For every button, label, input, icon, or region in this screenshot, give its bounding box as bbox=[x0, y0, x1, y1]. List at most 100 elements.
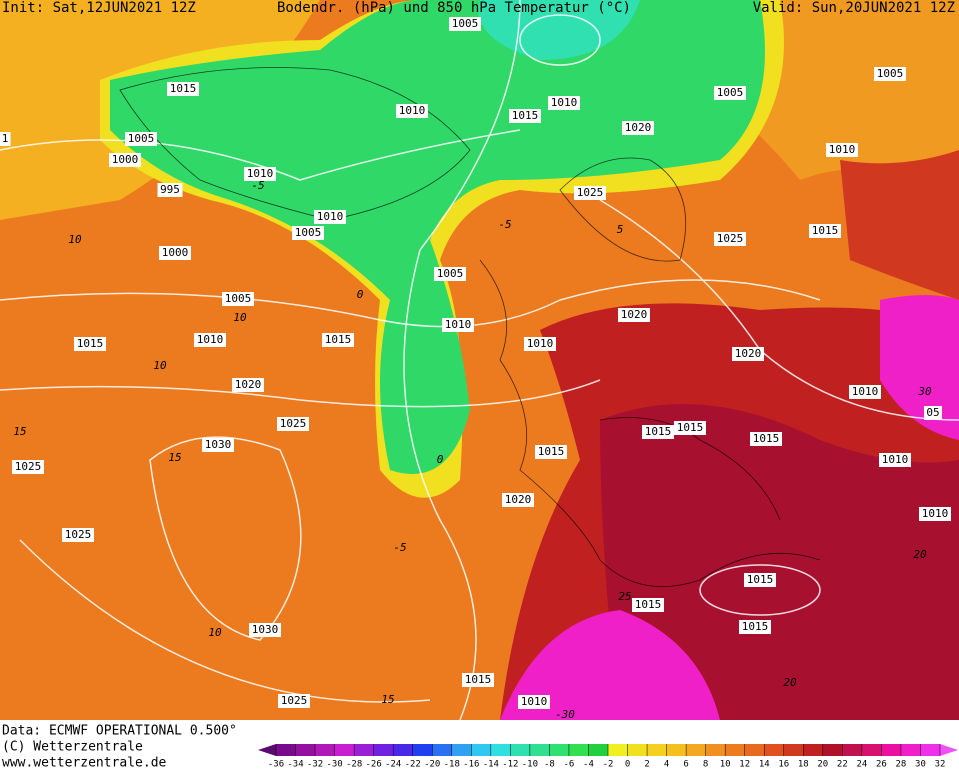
website: www.wetterzentrale.de bbox=[2, 756, 167, 770]
colorbar-cell bbox=[920, 744, 940, 756]
data-source: Data: ECMWF OPERATIONAL 0.500° bbox=[2, 724, 237, 739]
isobar-label: 1020 bbox=[505, 493, 532, 506]
isobar-label: 1010 bbox=[551, 96, 578, 109]
temperature-label: 15 bbox=[381, 693, 394, 706]
isobar-label: 1005 bbox=[295, 226, 322, 239]
isobar-label-box bbox=[292, 226, 324, 240]
isobar-label: 1 bbox=[2, 132, 9, 145]
colorbar-label: 32 bbox=[935, 760, 946, 770]
colorbar-label: 14 bbox=[759, 760, 770, 770]
isobar-label-box bbox=[167, 82, 199, 96]
colorbar-cell bbox=[568, 744, 589, 756]
colorbar-cell bbox=[725, 744, 745, 756]
isobar-label-box bbox=[574, 186, 606, 200]
colorbar-label: -34 bbox=[287, 760, 303, 770]
map-title: Bodendr. (hPa) und 850 hPa Temperatur (°… bbox=[277, 0, 631, 16]
colorbar-label: 30 bbox=[915, 760, 926, 770]
isobar-label-box bbox=[462, 673, 494, 687]
colorbar-cell bbox=[764, 744, 784, 756]
isobar-label: 1005 bbox=[877, 67, 904, 80]
isobar-label-box bbox=[502, 493, 534, 507]
colorbar-label: -8 bbox=[544, 760, 555, 770]
colorbar-cell bbox=[705, 744, 726, 756]
temperature-label: -5 bbox=[393, 541, 406, 554]
isobar-label: 1025 bbox=[15, 460, 42, 473]
isobar-label-box bbox=[919, 507, 951, 521]
isobar-label-box bbox=[12, 460, 44, 474]
temperature-label: 25 bbox=[618, 590, 631, 603]
isobar-label: 1025 bbox=[577, 186, 604, 199]
isobar-label: 995 bbox=[160, 183, 180, 196]
colorbar-label: -26 bbox=[366, 760, 382, 770]
isobar-label: 05 bbox=[926, 406, 939, 419]
isobar-label: 1015 bbox=[512, 109, 539, 122]
colorbar-cell bbox=[822, 744, 843, 756]
isobar-label: 1010 bbox=[829, 143, 856, 156]
colorbar-cell bbox=[627, 744, 648, 756]
temperature-label: 10 bbox=[153, 359, 167, 372]
colorbar-cell bbox=[295, 744, 316, 756]
colorbar-label: -36 bbox=[268, 760, 284, 770]
isobar-label-box bbox=[157, 183, 183, 197]
isobar-label-box bbox=[622, 121, 654, 135]
colorbar-label: 0 bbox=[625, 760, 630, 770]
colorbar-label: -32 bbox=[307, 760, 323, 770]
colorbar-cell bbox=[510, 744, 530, 756]
colorbar-label: -30 bbox=[326, 760, 342, 770]
temperature-label: 30 bbox=[917, 385, 932, 398]
temperature-label: 20 bbox=[913, 548, 927, 561]
isobar-label-box bbox=[249, 623, 281, 637]
temperature-label: 0 bbox=[357, 288, 364, 301]
colorbar-label: 6 bbox=[683, 760, 688, 770]
isobar-label: 1025 bbox=[280, 417, 307, 430]
isobar-label: 1015 bbox=[635, 598, 662, 611]
colorbar-end bbox=[258, 744, 276, 756]
colorbar-cell bbox=[549, 744, 569, 756]
isobar-label-box bbox=[674, 421, 706, 435]
isobar-label-box bbox=[750, 432, 782, 446]
isobar-label-box bbox=[714, 86, 746, 100]
isobar-label-box bbox=[548, 96, 580, 110]
isobar-label-box bbox=[826, 143, 858, 157]
colorbar-label: 24 bbox=[856, 760, 867, 770]
isobar-label-box bbox=[109, 153, 141, 167]
colorbar-cell bbox=[354, 744, 374, 756]
temperature-label: -5 bbox=[498, 218, 511, 231]
isobar-label: 1015 bbox=[325, 333, 352, 346]
colorbar-label: 2 bbox=[644, 760, 649, 770]
isobar-label-box bbox=[442, 318, 474, 332]
isobar-label: 1010 bbox=[521, 695, 548, 708]
isobar-label-box bbox=[518, 695, 550, 709]
isobar-label: 1010 bbox=[527, 337, 554, 350]
colorbar-cell bbox=[666, 744, 687, 756]
colorbar-label: 4 bbox=[664, 760, 669, 770]
colorbar-cell bbox=[412, 744, 433, 756]
isobar-label: 1015 bbox=[538, 445, 565, 458]
colorbar-label: 12 bbox=[739, 760, 750, 770]
isobar-label-box bbox=[924, 406, 942, 420]
isobar-label-box bbox=[618, 308, 650, 322]
colorbar-label: 10 bbox=[720, 760, 731, 770]
isobar-label: 1015 bbox=[465, 673, 492, 686]
isobar-label-box bbox=[314, 210, 346, 224]
colorbar-cell bbox=[861, 744, 882, 756]
isobar-label: 1010 bbox=[197, 333, 224, 346]
temperature-label: 10 bbox=[208, 626, 222, 639]
colorbar-label: -12 bbox=[502, 760, 518, 770]
temperature-label: 5 bbox=[617, 223, 624, 236]
colorbar-cell bbox=[490, 744, 511, 756]
colorbar-label: -10 bbox=[522, 760, 538, 770]
colorbar-label: -16 bbox=[463, 760, 479, 770]
isobar-label-box bbox=[524, 337, 556, 351]
isobar-label-box bbox=[322, 333, 354, 347]
colorbar-cell bbox=[842, 744, 862, 756]
isobar-label: 1000 bbox=[112, 153, 139, 166]
colorbar-cell bbox=[529, 744, 550, 756]
colorbar-label: 8 bbox=[703, 760, 708, 770]
colorbar-cell bbox=[373, 744, 394, 756]
isobar-label: 1010 bbox=[852, 385, 879, 398]
valid-text: Valid: Sun,20JUN2021 12Z bbox=[753, 0, 955, 16]
copyright: (C) Wetterzentrale bbox=[2, 740, 143, 755]
colorbar-cell bbox=[744, 744, 765, 756]
